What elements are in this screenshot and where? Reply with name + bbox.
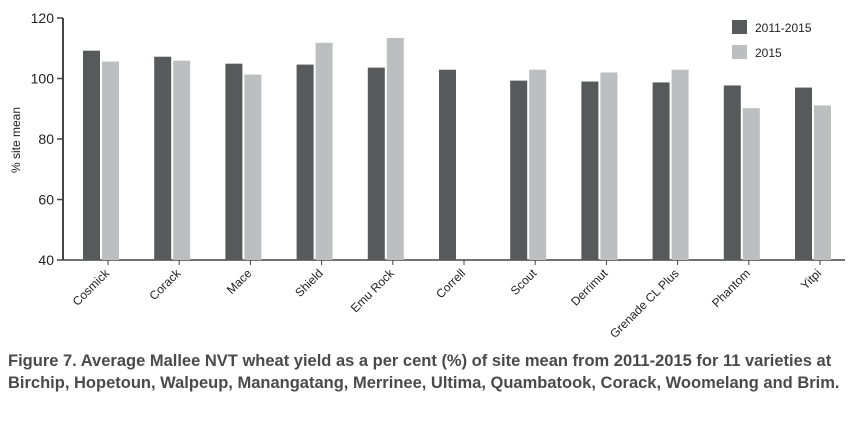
x-tick-label: Mace (224, 266, 255, 297)
y-tick-label: 80 (38, 131, 54, 147)
y-tick-label: 60 (38, 192, 54, 208)
bar-2011-2015 (367, 67, 385, 260)
x-tick-label: Corack (147, 266, 184, 303)
x-tick-label: Correll (433, 266, 468, 301)
y-tick-label: 100 (31, 71, 55, 87)
x-tick-label: Emu Rock (348, 266, 398, 316)
bar-2015 (529, 69, 547, 260)
bar-2015 (315, 42, 333, 261)
x-tick-label: Shield (292, 266, 325, 299)
legend-swatch (732, 45, 747, 59)
bar-2011-2015 (723, 85, 741, 261)
x-tick-label: Grenade CL Plus (607, 266, 682, 341)
y-tick-label: 40 (38, 252, 54, 268)
legend-swatch (732, 20, 747, 34)
bar-2011-2015 (652, 82, 670, 261)
bar-2011-2015 (83, 50, 100, 260)
y-axis-label: % site mean (9, 107, 23, 173)
x-tick-label: Cosmick (70, 266, 113, 309)
x-tick-label: Phantom (709, 266, 753, 310)
legend-label: 2015 (755, 46, 782, 60)
bar-2011-2015 (225, 63, 243, 260)
bar-2015 (173, 60, 191, 261)
bar-2011-2015 (510, 80, 528, 261)
legend-label: 2011-2015 (755, 21, 812, 35)
bar-2015 (814, 105, 831, 260)
bar-2011-2015 (581, 81, 599, 261)
x-tick-label: Yitpi (798, 266, 824, 292)
bar-2015 (102, 61, 119, 261)
bar-2015 (386, 37, 404, 261)
bar-2015 (600, 72, 618, 260)
bar-2015 (244, 74, 262, 260)
bar-2015 (742, 108, 760, 261)
bar-2011-2015 (795, 87, 812, 260)
x-tick-label: Derrimut (568, 266, 611, 309)
bar-2011-2015 (296, 64, 314, 261)
bar-2011-2015 (439, 69, 456, 260)
bar-2015 (671, 69, 689, 260)
bar-2011-2015 (154, 56, 172, 260)
figure-caption: Figure 7. Average Mallee NVT wheat yield… (8, 352, 840, 392)
y-tick-label: 120 (31, 10, 55, 26)
x-tick-label: Scout (508, 266, 540, 298)
bar-chart: % site mean 40 60 80 100 120 Cosmick Corack Mac… (9, 10, 845, 341)
